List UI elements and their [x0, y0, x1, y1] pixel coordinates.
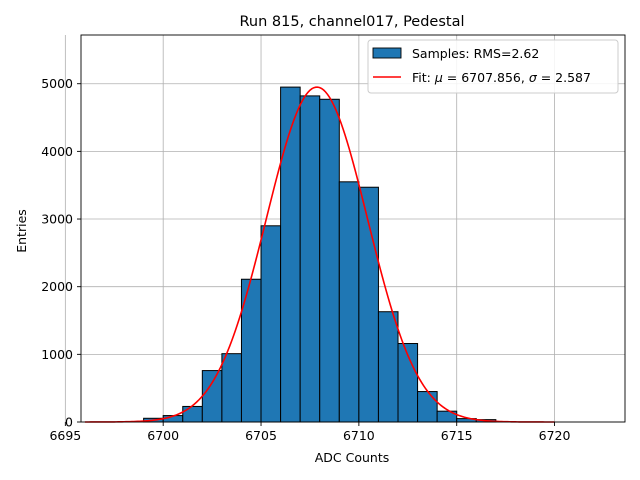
- y-tick-label: 4000: [41, 144, 73, 159]
- histogram-bar: [280, 86, 301, 423]
- fit-mu-value: = 6707.856,: [443, 70, 529, 85]
- y-tick-label: 5000: [41, 76, 73, 91]
- histogram-bars: [143, 86, 497, 423]
- y-tick-label: 2000: [41, 279, 73, 294]
- legend-frame: [367, 39, 619, 94]
- x-axis-ticks: 6695 6700 6705 6710 6715 6720: [49, 422, 571, 443]
- histogram-bar: [221, 353, 242, 423]
- fit-curve: [84, 86, 555, 423]
- histogram-bar: [417, 391, 438, 423]
- fit-sigma-symbol: σ: [529, 70, 538, 85]
- y-tick-label: 3000: [41, 212, 73, 227]
- x-tick-label: 6720: [539, 428, 571, 443]
- legend-samples-swatch: [372, 47, 402, 59]
- histogram-bar: [182, 405, 203, 423]
- y-axis-label: Entries: [14, 209, 29, 253]
- histogram-bar: [377, 311, 399, 423]
- x-axis-label: ADC Counts: [315, 450, 390, 465]
- histogram-bar: [338, 181, 360, 423]
- chart-title: Run 815, channel017, Pedestal: [239, 14, 464, 30]
- y-axis-ticks: 0 1000 2000 3000 4000 5000: [41, 76, 81, 430]
- histogram-bar: [201, 370, 223, 423]
- x-tick-label: 6695: [49, 428, 81, 443]
- legend: Samples: RMS=2.62 Fit: μ = 6707.856, σ =…: [367, 39, 619, 94]
- x-tick-label: 6710: [343, 428, 375, 443]
- y-tick-label: 0: [65, 415, 73, 430]
- legend-fit-label: Fit: μ = 6707.856, σ = 2.587: [412, 70, 591, 85]
- legend-samples-label: Samples: RMS=2.62: [412, 46, 539, 61]
- histogram-bar: [299, 95, 321, 423]
- histogram-bar: [319, 98, 340, 423]
- x-tick-label: 6700: [147, 428, 179, 443]
- histogram-bar: [260, 225, 282, 423]
- y-tick-label: 1000: [41, 347, 73, 362]
- axes-frame: [80, 34, 626, 423]
- x-tick-label: 6705: [245, 428, 277, 443]
- x-tick-label: 6715: [441, 428, 473, 443]
- fit-sigma-value: = 2.587: [537, 70, 591, 85]
- fit-mu-symbol: μ: [434, 70, 443, 85]
- fit-label-prefix: Fit:: [412, 70, 435, 85]
